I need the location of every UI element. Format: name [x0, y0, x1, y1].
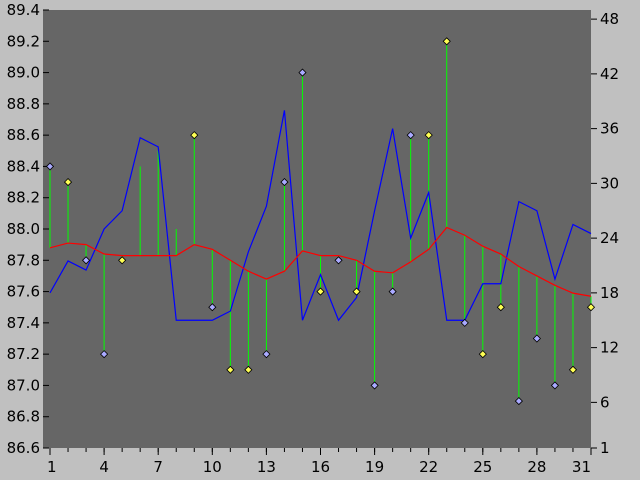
x-tick-label: 25: [473, 458, 492, 476]
left-tick-label: 88.4: [7, 157, 40, 175]
x-tick-label: 4: [99, 458, 109, 476]
left-tick-label: 88.8: [7, 95, 40, 113]
x-tick-label: 22: [419, 458, 438, 476]
x-tick-label: 31: [572, 458, 591, 476]
x-axis: 1 4 7 10 13 16 19 22 25 28 31: [47, 448, 592, 476]
left-tick-label: 86.8: [7, 408, 40, 426]
yellow-diamond-marker: [118, 256, 127, 265]
left-tick-label: 89.0: [7, 64, 40, 82]
left-tick-label: 88.6: [7, 126, 40, 144]
right-tick-label: 30: [600, 174, 619, 192]
right-tick-label: 42: [600, 65, 619, 83]
right-tick-label: 1: [600, 439, 610, 457]
yellow-diamond-marker: [190, 131, 199, 140]
plot-area: [43, 10, 591, 448]
blue-diamond-marker: [514, 397, 523, 406]
yellow-diamond-marker: [586, 303, 596, 312]
blue-series-line: [49, 110, 592, 322]
right-tick-label: 24: [600, 229, 619, 247]
blue-diamond-marker: [406, 131, 415, 140]
left-tick-label: 87.8: [7, 251, 40, 269]
right-tick-label: 6: [600, 393, 610, 411]
blue-diamond-marker: [334, 256, 343, 265]
left-tick-label: 88.0: [7, 220, 40, 238]
yellow-diamond-marker: [63, 178, 73, 187]
x-tick-label: 10: [203, 458, 222, 476]
blue-diamond-marker: [208, 303, 217, 312]
blue-diamond-marker: [298, 68, 307, 77]
blue-diamond-marker: [100, 350, 109, 359]
right-tick-label: 36: [600, 120, 619, 138]
blue-diamond-marker: [388, 287, 397, 296]
left-tick-label: 89.4: [7, 1, 40, 19]
left-tick-label: 88.2: [7, 189, 40, 207]
blue-diamond-marker: [460, 318, 469, 327]
series-lines: [49, 110, 592, 322]
yellow-diamond-marker: [352, 287, 361, 296]
left-tick-label: 87.0: [7, 376, 40, 394]
left-tick-label: 87.6: [7, 283, 40, 301]
red-series-line: [49, 226, 592, 297]
data-markers: [45, 37, 596, 406]
yellow-diamond-marker: [316, 287, 325, 296]
yellow-diamond-marker: [478, 350, 487, 359]
blue-diamond-marker: [532, 334, 541, 343]
right-y-axis: 1 6 12 18 24 30 36 42 48: [591, 10, 619, 457]
left-tick-label: 87.2: [7, 345, 40, 363]
x-tick-label: 16: [311, 458, 330, 476]
yellow-diamond-marker: [568, 365, 578, 374]
right-tick-label: 12: [600, 339, 619, 357]
yellow-diamond-marker: [226, 365, 235, 374]
left-tick-label: 86.6: [7, 439, 40, 457]
blue-diamond-marker: [280, 178, 289, 187]
blue-diamond-marker: [370, 381, 379, 390]
blue-diamond-marker: [45, 162, 55, 171]
right-tick-label: 48: [600, 10, 619, 28]
blue-diamond-marker: [82, 256, 91, 265]
blue-diamond-marker: [262, 350, 271, 359]
x-tick-label: 28: [527, 458, 546, 476]
yellow-diamond-marker: [442, 37, 451, 46]
yellow-diamond-marker: [424, 131, 433, 140]
yellow-diamond-marker: [496, 303, 505, 312]
left-tick-label: 89.2: [7, 32, 40, 50]
x-tick-label: 7: [153, 458, 163, 476]
blue-diamond-marker: [550, 381, 559, 390]
yellow-diamond-marker: [244, 365, 253, 374]
right-tick-label: 18: [600, 284, 619, 302]
left-y-axis: 86.6 86.8 87.0 87.2 87.4 87.6 87.8 88.0 88.2 88.4…: [7, 1, 49, 457]
left-tick-label: 87.4: [7, 314, 40, 332]
x-tick-label: 1: [47, 458, 57, 476]
x-tick-label: 13: [257, 458, 276, 476]
x-tick-label: 19: [365, 458, 384, 476]
